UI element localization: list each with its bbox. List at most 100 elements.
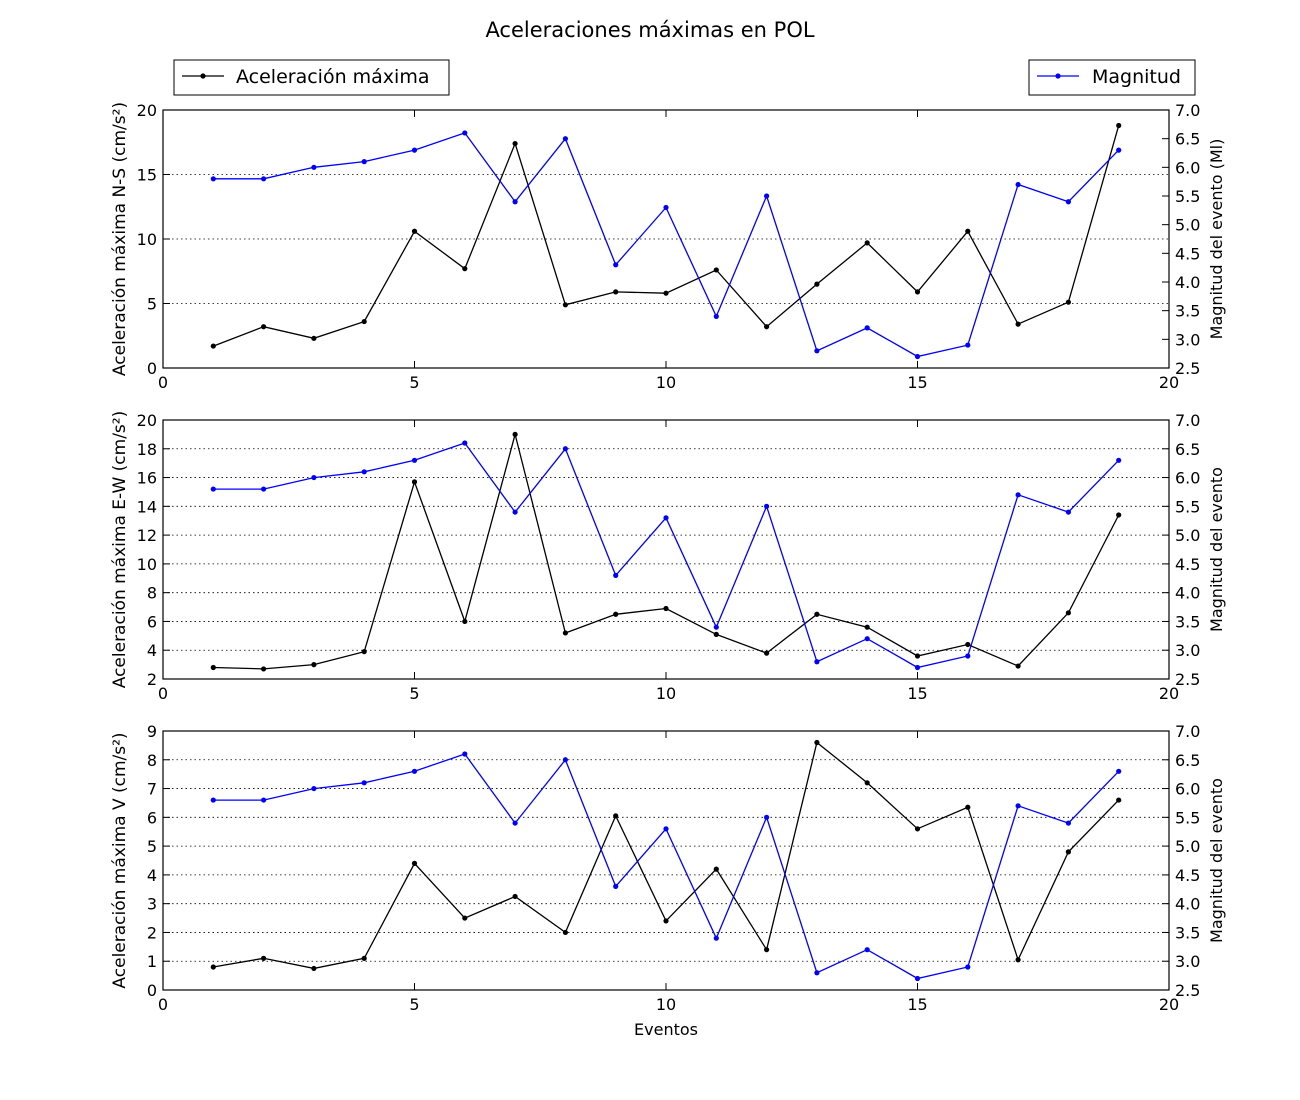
- legend-acceleration-marker: [200, 73, 206, 79]
- v-ytick-label: 5: [147, 837, 157, 856]
- v-magnitude-point: [965, 964, 971, 970]
- v-acceleration-line: [213, 741, 1120, 970]
- ns-magnitude-point: [261, 176, 267, 182]
- ew-magnitude-point: [261, 486, 267, 492]
- ns-acceleration-point: [1015, 321, 1021, 327]
- ew-y2label: Magnitud del evento: [1207, 467, 1226, 632]
- v-magnitude-point: [261, 797, 267, 803]
- v-magnitude-point: [361, 780, 367, 786]
- ns-magnitude-point: [914, 353, 921, 360]
- ew-ytick-label: 20: [137, 411, 157, 430]
- v-ylabel: Aceleración máxima V (cm/s²): [110, 732, 130, 988]
- ns-acceleration-point: [562, 302, 569, 308]
- ns-ytick-label: 20: [137, 101, 157, 120]
- v-magnitude-point: [1065, 820, 1071, 826]
- v-acceleration-point: [663, 918, 669, 924]
- ns-ylabel: Aceleración máxima N-S (cm/s²): [110, 102, 130, 376]
- ew-acceleration-point: [613, 611, 619, 617]
- ns-magnitude-point: [411, 147, 418, 153]
- ew-y2tick-label: 7.0: [1175, 411, 1200, 430]
- v-acceleration-point: [1116, 797, 1122, 803]
- v-y2tick-label: 5.0: [1175, 837, 1200, 856]
- ns-y2tick-label: 4.0: [1175, 273, 1200, 292]
- legend-acceleration-box: [173, 59, 450, 96]
- ew-magnitude-point: [411, 457, 418, 463]
- ns-acceleration-point: [613, 289, 619, 295]
- ew-y2tick-label: 4.5: [1175, 555, 1200, 574]
- v-acceleration-point: [613, 813, 619, 819]
- ns-y2tick-label: 6.5: [1175, 130, 1200, 149]
- ns-magnitude-point: [562, 136, 569, 142]
- ew-acceleration-point: [311, 662, 317, 668]
- ew-acceleration-point: [261, 666, 267, 672]
- ew-magnitude-point: [713, 624, 719, 630]
- ew-ytick-label: 6: [147, 612, 157, 631]
- ew-acceleration-point: [713, 631, 719, 637]
- v-ytick-label: 2: [147, 923, 157, 942]
- ew-ylabel: Aceleración máxima E-W (cm/s²): [110, 411, 130, 689]
- v-y2label: Magnitud del evento: [1207, 778, 1226, 943]
- ns-y2tick-label: 6.0: [1175, 158, 1200, 177]
- ns-magnitude-point: [1116, 147, 1122, 153]
- ew-acceleration-point: [814, 611, 820, 617]
- ew-magnitude-point: [663, 515, 669, 521]
- ns-xtick-label: 10: [656, 373, 676, 392]
- ew-magnitude-line: [213, 442, 1120, 669]
- v-xtick-label: 0: [158, 995, 168, 1014]
- v-ytick-label: 8: [147, 751, 157, 770]
- v-magnitude-point: [713, 935, 719, 941]
- v-magnitude-point: [864, 947, 870, 953]
- ns-magnitude-point: [512, 199, 518, 205]
- ew-ytick-label: 8: [147, 584, 157, 603]
- ns-acceleration-point: [713, 267, 719, 273]
- ns-magnitude-point: [613, 262, 619, 268]
- ew-ytick-label: 18: [137, 440, 157, 459]
- ew-y2tick-label: 6.5: [1175, 440, 1200, 459]
- ew-ytick-label: 16: [137, 469, 157, 488]
- ew-magnitude-point: [1116, 457, 1122, 463]
- v-acceleration-point: [713, 866, 719, 872]
- ns-acceleration-point: [864, 240, 870, 246]
- v-xtick-label: 10: [656, 995, 676, 1014]
- v-acceleration-point: [965, 804, 971, 810]
- ew-magnitude-point: [914, 664, 921, 671]
- ew-xtick-label: 0: [158, 684, 168, 703]
- v-xtick-label: 20: [1159, 995, 1179, 1014]
- v-y2tick-label: 4.5: [1175, 866, 1200, 885]
- ns-acceleration-point: [462, 266, 468, 272]
- v-acceleration-point: [864, 780, 870, 786]
- ew-xtick-label: 15: [907, 684, 927, 703]
- v-magnitude-point: [764, 814, 770, 820]
- legend-acceleration: Aceleración máxima: [173, 59, 450, 96]
- ns-acceleration-point: [764, 324, 770, 330]
- ns-magnitude-point: [462, 130, 468, 136]
- legend-magnitude: Magnitud: [1028, 59, 1196, 96]
- v-acceleration-point: [1065, 849, 1071, 855]
- ew-acceleration-point: [1116, 512, 1122, 518]
- ns-magnitude-point: [1065, 199, 1071, 205]
- ew-ytick-label: 14: [137, 497, 157, 516]
- v-magnitude-point: [914, 975, 921, 982]
- v-y2tick-label: 6.0: [1175, 780, 1200, 799]
- v-y2tick-label: 3.0: [1175, 952, 1200, 971]
- ns-magnitude-point: [311, 164, 317, 170]
- v-ytick-label: 6: [147, 808, 157, 827]
- ew-magnitude-point: [1015, 492, 1021, 498]
- v-magnitude-point: [562, 757, 569, 763]
- panel-ns: 0 5 10 15 20051015202.53.03.54.04.55.05.56.0…: [110, 101, 1226, 392]
- ns-y2tick-label: 7.0: [1175, 101, 1200, 120]
- v-magnitude-point: [311, 785, 317, 792]
- ns-y2tick-label: 5.5: [1175, 187, 1200, 206]
- v-acceleration-point: [210, 964, 216, 970]
- v-magnitude-point: [462, 751, 468, 757]
- ns-ytick-label: 5: [147, 295, 157, 314]
- ew-y2tick-label: 2.5: [1175, 670, 1200, 689]
- ns-acceleration-point: [210, 343, 216, 349]
- ew-y2tick-label: 5.0: [1175, 526, 1200, 545]
- ns-xtick-label: 5: [409, 373, 419, 392]
- v-magnitude-point: [663, 826, 669, 832]
- v-magnitude-point: [1116, 768, 1122, 774]
- ns-acceleration-point: [361, 318, 367, 325]
- ew-acceleration-line: [213, 431, 1120, 670]
- ns-magnitude-line: [213, 132, 1120, 358]
